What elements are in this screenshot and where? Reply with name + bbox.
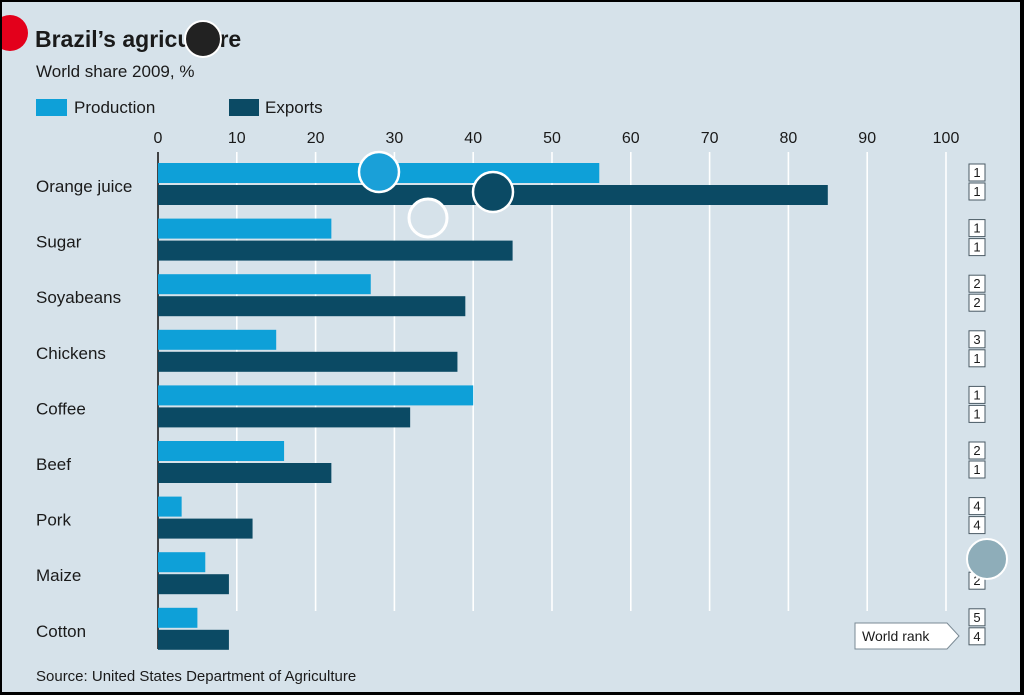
- rank-box-production-3: [968, 330, 986, 349]
- legend: Production Exports: [36, 98, 323, 117]
- bar-production-pork: [158, 496, 182, 517]
- rank-value-exports-4: 1: [973, 406, 980, 421]
- category-label-coffee: Coffee: [36, 399, 86, 418]
- world-rank-tag: [854, 622, 960, 650]
- x-axis-ticks: 0 10 20 30 40 50 60 70 80 90 100: [154, 130, 960, 147]
- legend-label-production: Production: [74, 98, 155, 117]
- rank-value-production-1: 1: [973, 221, 980, 236]
- rank-box-exports-2: [968, 293, 986, 312]
- bar-production-cotton: [158, 607, 198, 628]
- category-label-sugar: Sugar: [36, 233, 82, 252]
- category-label-orange-juice: Orange juice: [36, 177, 132, 196]
- rank-box-exports-5: [968, 460, 986, 479]
- bar-production-maize: [158, 552, 206, 573]
- rank-box-exports-4: [968, 404, 986, 423]
- bar-production-chickens: [158, 329, 277, 350]
- bars: [158, 163, 828, 650]
- white-ring-marker: [407, 197, 449, 239]
- bar-production-sugar: [158, 218, 332, 239]
- bar-production-soyabeans: [158, 274, 371, 295]
- world-rank-column: 1 1 1 1 2 2 3 1 1 1 2 1 4 4 2 5 4: [968, 163, 986, 646]
- bar-production-coffee: [158, 385, 474, 406]
- category-label-maize: Maize: [36, 566, 81, 585]
- rank-value-production-0: 1: [973, 165, 980, 180]
- bar-exports-soyabeans: [158, 296, 466, 317]
- navy-circle-marker: [471, 170, 515, 214]
- bar-exports-pork: [158, 518, 253, 539]
- rank-box-exports-6: [968, 516, 986, 535]
- rank-box-exports-8: [968, 627, 986, 646]
- chart-subtitle: World share 2009, %: [36, 62, 194, 81]
- category-label-soyabeans: Soyabeans: [36, 288, 121, 307]
- rank-box-production-8: [968, 608, 986, 627]
- bar-exports-chickens: [158, 351, 458, 372]
- x-tick-label-20: 20: [307, 130, 325, 147]
- rank-value-production-2: 2: [973, 276, 980, 291]
- rank-box-production-6: [968, 497, 986, 516]
- bar-exports-sugar: [158, 240, 513, 261]
- rank-value-exports-0: 1: [973, 184, 980, 199]
- category-labels: Orange juice Sugar Soyabeans Chickens Coffee…: [36, 177, 132, 641]
- x-tick-label-70: 70: [701, 130, 719, 147]
- rank-box-production-0: [968, 163, 986, 182]
- rank-value-exports-3: 1: [973, 351, 980, 366]
- x-tick-label-50: 50: [543, 130, 561, 147]
- rank-value-production-3: 3: [973, 332, 980, 347]
- overlay-markers: [2, 15, 1008, 580]
- x-tick-label-80: 80: [780, 130, 798, 147]
- rank-box-production-5: [968, 441, 986, 460]
- rank-box-production-2: [968, 274, 986, 293]
- rank-box-exports-0: [968, 182, 986, 201]
- rank-value-production-6: 4: [973, 499, 980, 514]
- rank-value-exports-1: 1: [973, 240, 980, 255]
- world-rank-label: World rank: [862, 628, 930, 644]
- rank-value-production-4: 1: [973, 387, 980, 402]
- x-tick-label-10: 10: [228, 130, 246, 147]
- category-label-cotton: Cotton: [36, 622, 86, 641]
- legend-swatch-exports: [229, 99, 259, 116]
- rank-box-production-1: [968, 219, 986, 238]
- rank-box-exports-3: [968, 349, 986, 368]
- category-label-pork: Pork: [36, 511, 71, 530]
- world-rank-callout: World rank: [854, 622, 960, 650]
- grey-circle-marker: [966, 538, 1008, 580]
- blue-circle-marker: [357, 150, 401, 194]
- rank-value-exports-7: 2: [973, 573, 980, 588]
- x-tick-label-40: 40: [464, 130, 482, 147]
- category-label-beef: Beef: [36, 455, 71, 474]
- x-tick-label-30: 30: [386, 130, 404, 147]
- rank-value-exports-5: 1: [973, 462, 980, 477]
- bar-exports-beef: [158, 463, 332, 483]
- rank-value-exports-2: 2: [973, 295, 980, 310]
- x-tick-label-60: 60: [622, 130, 640, 147]
- rank-box-exports-1: [968, 238, 986, 257]
- legend-label-exports: Exports: [265, 98, 323, 117]
- rank-value-production-8: 5: [973, 610, 980, 625]
- rank-box-production-4: [968, 385, 986, 404]
- category-label-chickens: Chickens: [36, 344, 106, 363]
- legend-swatch-production: [36, 99, 67, 116]
- rank-value-exports-8: 4: [973, 629, 980, 644]
- red-dot-marker: [2, 15, 28, 51]
- bar-production-beef: [158, 441, 285, 461]
- bar-exports-maize: [158, 574, 229, 595]
- source-note: Source: United States Department of Agri…: [36, 668, 356, 685]
- bar-exports-coffee: [158, 407, 411, 428]
- x-tick-label-100: 100: [933, 130, 960, 147]
- x-tick-label-90: 90: [858, 130, 876, 147]
- rank-value-exports-6: 4: [973, 518, 980, 533]
- rank-value-production-5: 2: [973, 443, 980, 458]
- dark-circle-marker: [184, 20, 222, 58]
- bar-exports-cotton: [158, 629, 229, 650]
- x-tick-label-0: 0: [154, 130, 163, 147]
